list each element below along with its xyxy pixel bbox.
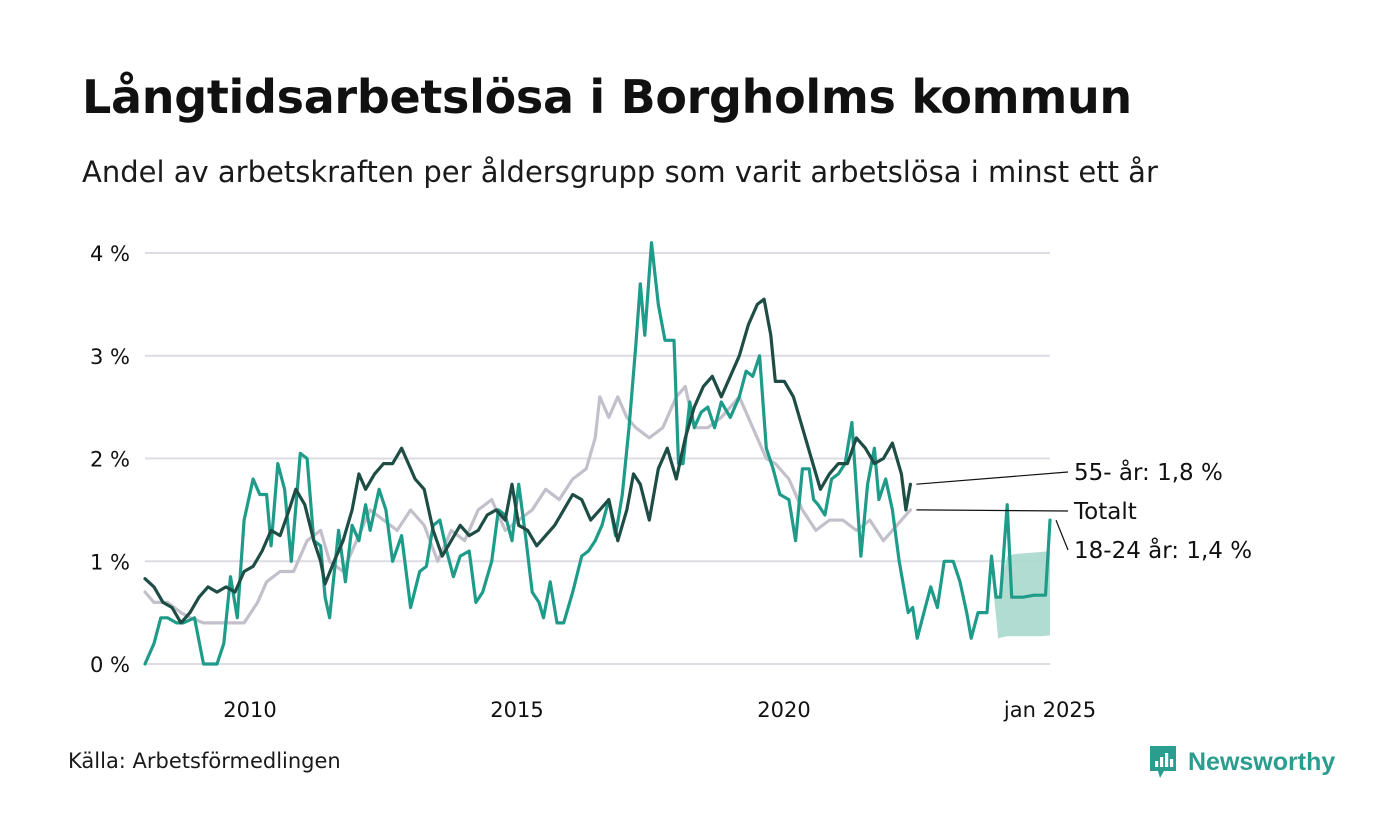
y-tick-label: 0 % xyxy=(90,653,130,677)
newsworthy-logo-icon xyxy=(1150,746,1176,778)
label-leader-older xyxy=(916,471,1069,485)
series-line-young xyxy=(143,241,1052,666)
x-tick-label: jan 2025 xyxy=(1003,698,1096,722)
y-tick-label: 2 % xyxy=(90,448,130,472)
x-axis-ticks: 2010 2015 2020 jan 2025 xyxy=(223,698,1096,722)
gridlines xyxy=(145,252,1050,665)
series-label-total: Totalt xyxy=(1073,499,1137,525)
series-labels: 55- år: 1,8 % 18-24 år: 1,4 % Totalt xyxy=(916,458,1252,564)
y-tick-label: 3 % xyxy=(90,345,130,369)
source-note: Källa: Arbetsförmedlingen xyxy=(68,749,341,773)
series-label-young: 18-24 år: 1,4 % xyxy=(1074,536,1252,564)
chart-subtitle: Andel av arbetskraften per åldersgrupp s… xyxy=(82,155,1158,189)
brand-logo[interactable]: Newsworthy xyxy=(1148,742,1335,782)
label-leader-young xyxy=(1055,519,1069,551)
y-tick-label: 4 % xyxy=(90,242,130,266)
x-tick-label: 2015 xyxy=(490,698,543,722)
uncertainty-band-area xyxy=(991,551,1050,639)
chart-title: Långtidsarbetslösa i Borgholms kommun xyxy=(82,70,1132,124)
y-axis-ticks: 0 % 1 % 2 % 3 % 4 % xyxy=(90,242,130,677)
series-line-total xyxy=(143,385,913,625)
uncertainty-band xyxy=(991,551,1050,639)
x-tick-label: 2010 xyxy=(223,698,276,722)
label-leader-total xyxy=(916,509,1069,512)
brand-name: Newsworthy xyxy=(1188,747,1336,776)
x-tick-label: 2020 xyxy=(757,698,810,722)
y-tick-label: 1 % xyxy=(90,550,130,574)
series-line-older xyxy=(143,297,913,625)
series-lines xyxy=(143,241,1052,666)
series-label-older: 55- år: 1,8 % xyxy=(1074,458,1223,486)
